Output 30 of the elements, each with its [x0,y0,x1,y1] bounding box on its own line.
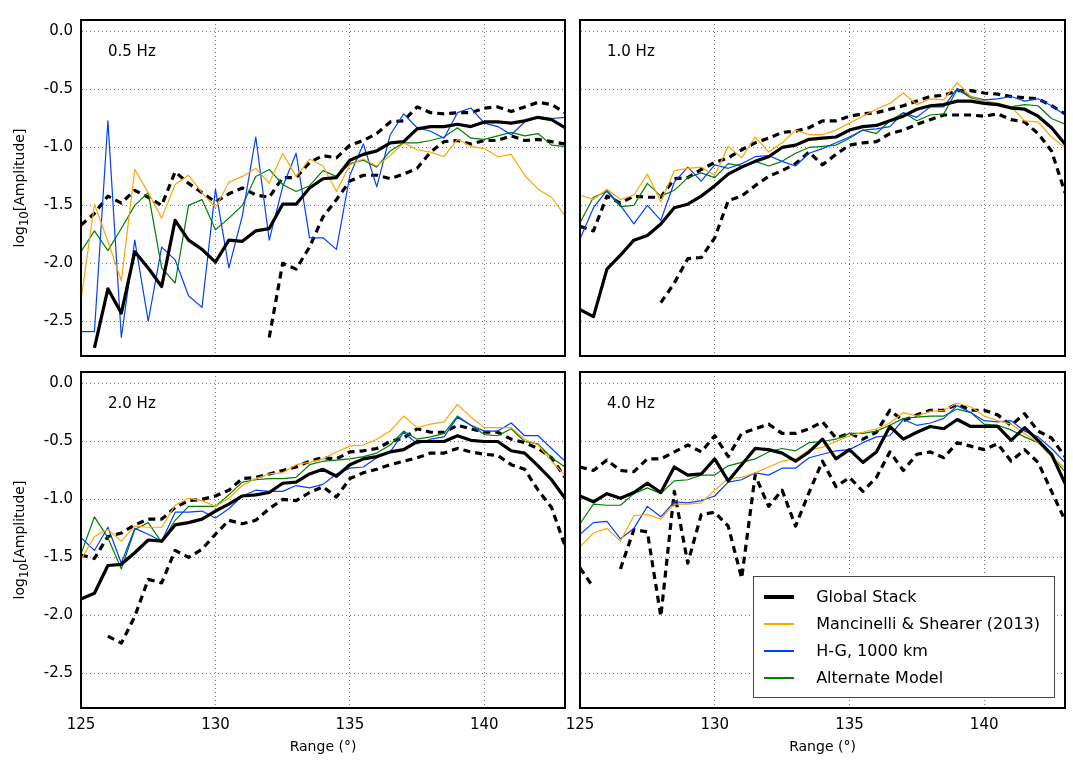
x-tick-label: 140 [470,714,499,733]
annotation: 2.0 Hz [108,394,156,413]
y-tick-label: -1.5 [43,195,73,214]
y-tick-label: -0.5 [43,79,73,98]
y-tick-label: -0.5 [43,431,73,450]
legend-label: Global Stack [816,587,917,606]
y-tick-label: -1.0 [43,489,73,508]
x-tick-label: 135 [335,714,365,733]
x-axis-title: Range (°) [789,738,856,755]
annotation: 0.5 Hz [108,42,156,61]
y-tick-label: -1.0 [43,137,73,156]
x-tick-label: 140 [969,714,999,733]
x-tick-label: 135 [835,714,864,733]
legend-label: H-G, 1000 km [816,641,928,660]
annotation: 1.0 Hz [607,42,655,61]
y-tick-label: -2.5 [43,663,73,682]
y-tick-label: 0.0 [49,21,73,40]
y-tick-label: -2.5 [43,311,73,330]
legend-label: Mancinelli & Shearer (2013) [816,614,1040,633]
y-tick-label: 0.0 [49,373,73,392]
x-tick-label: 130 [201,714,230,733]
y-tick-label: -2.0 [43,605,73,624]
legend-label: Alternate Model [816,668,944,687]
x-axis-title: Range (°) [289,738,357,755]
annotation: 4.0 Hz [607,394,655,413]
y-tick-label: -1.5 [43,547,73,566]
x-tick-label: 125 [565,714,595,733]
x-tick-label: 130 [700,714,730,733]
y-tick-label: -2.0 [43,253,73,272]
x-tick-label: 125 [66,714,96,733]
